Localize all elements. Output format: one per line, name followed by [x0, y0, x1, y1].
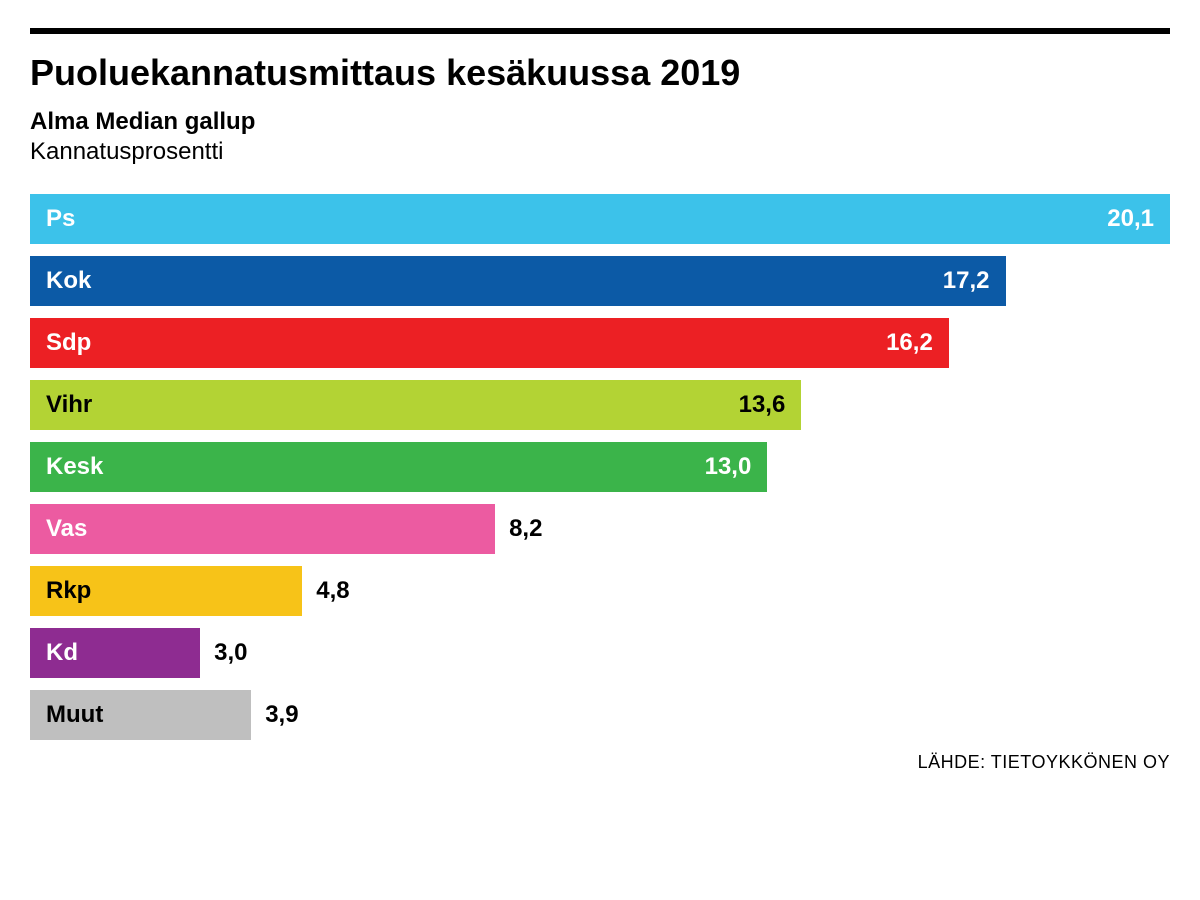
bar-label: Sdp [46, 329, 91, 357]
bar-label: Ps [46, 205, 75, 233]
bar-row: Kok 17,2 [30, 256, 1170, 306]
bar-label: Rkp [46, 577, 91, 605]
top-rule [30, 28, 1170, 34]
bar-label: Kesk [46, 453, 103, 481]
bar: Kd [30, 628, 200, 678]
bar-label: Vihr [46, 391, 92, 419]
bar: Vihr 13,6 [30, 380, 801, 430]
source-text: LÄHDE: TIETOYKKÖNEN OY [30, 752, 1170, 773]
bar-row: Vas 8,2 [30, 504, 1170, 554]
bar-row: Kesk 13,0 [30, 442, 1170, 492]
bar-value: 16,2 [886, 329, 933, 357]
bar: Kesk 13,0 [30, 442, 767, 492]
bar: Rkp [30, 566, 302, 616]
chart-subtitle-bold: Alma Median gallup [30, 108, 1170, 136]
chart-title: Puoluekannatusmittaus kesäkuussa 2019 [30, 52, 1170, 94]
bar: Muut [30, 690, 251, 740]
bar-row: Kd 3,0 [30, 628, 1170, 678]
bar-value: 13,6 [739, 391, 786, 419]
bar-label: Kd [46, 639, 78, 667]
bar-row: Muut 3,9 [30, 690, 1170, 740]
bar-value: 8,2 [509, 515, 542, 543]
bar: Vas [30, 504, 495, 554]
bar-value: 17,2 [943, 267, 990, 295]
bar-row: Ps 20,1 [30, 194, 1170, 244]
bar-value: 20,1 [1107, 205, 1154, 233]
bar-label: Vas [46, 515, 87, 543]
bar: Sdp 16,2 [30, 318, 949, 368]
bar-label: Kok [46, 267, 91, 295]
bar: Kok 17,2 [30, 256, 1006, 306]
bar-label: Muut [46, 701, 103, 729]
bar-value: 4,8 [316, 577, 349, 605]
bar-value: 3,0 [214, 639, 247, 667]
bar-row: Rkp 4,8 [30, 566, 1170, 616]
bar-row: Sdp 16,2 [30, 318, 1170, 368]
bar-chart: Ps 20,1 Kok 17,2 Sdp 16,2 Vihr 13,6 Kesk 13,0 Vas 8… [30, 194, 1170, 740]
bar: Ps 20,1 [30, 194, 1170, 244]
bar-row: Vihr 13,6 [30, 380, 1170, 430]
chart-subtitle-light: Kannatusprosentti [30, 138, 1170, 166]
bar-value: 13,0 [705, 453, 752, 481]
bar-value: 3,9 [265, 701, 298, 729]
